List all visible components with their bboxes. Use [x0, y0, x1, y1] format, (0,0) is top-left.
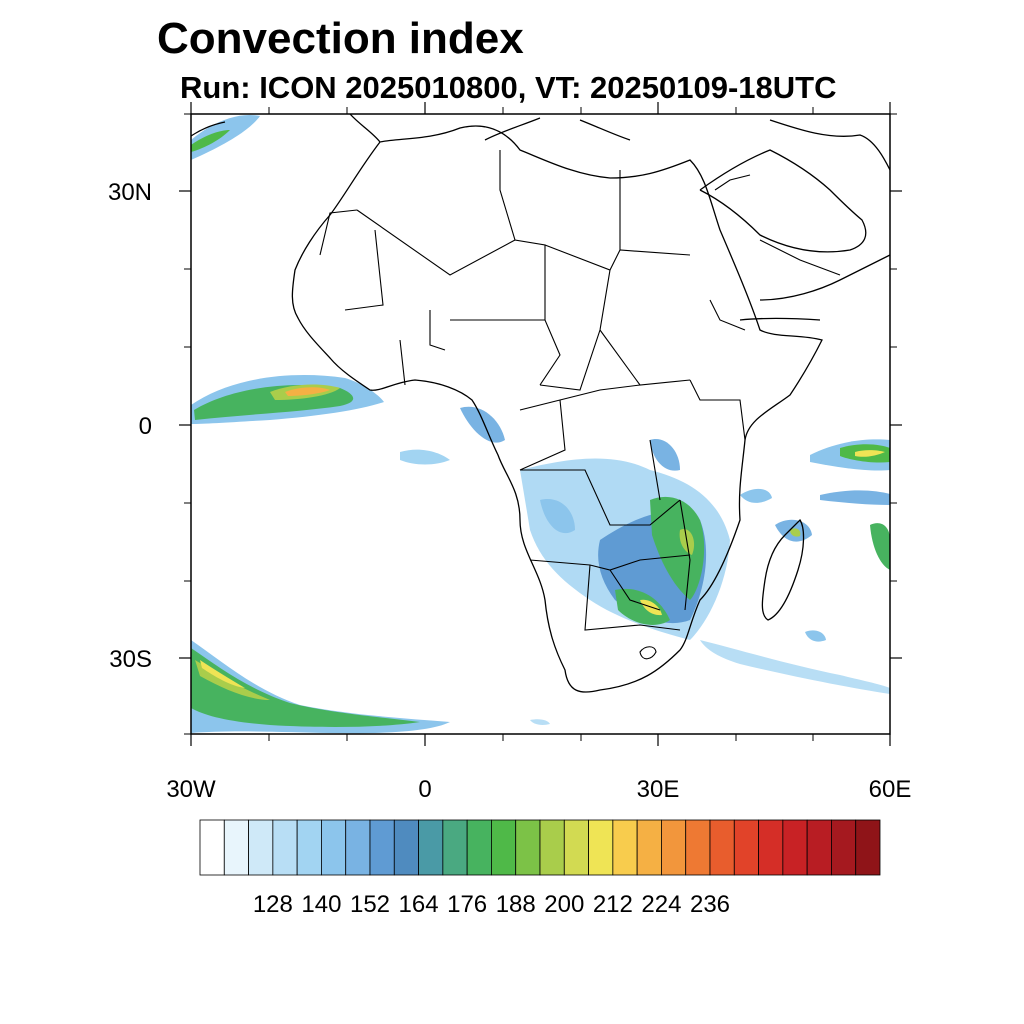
colorbar-tick-label: 212 [593, 891, 633, 918]
colorbar-box [393, 819, 419, 876]
convection-shading [191, 115, 890, 734]
colorbar-tick-label: 128 [253, 891, 293, 918]
lat-label-30n: 30N [108, 179, 152, 206]
colorbar-tick-label: 164 [399, 891, 439, 918]
chart-title: Convection index [157, 14, 524, 63]
colorbar-box [831, 819, 857, 876]
colorbar-box [345, 819, 371, 876]
colorbar-tick-label: 188 [496, 891, 536, 918]
map-frame [179, 102, 902, 746]
colorbar-box [442, 819, 468, 876]
colorbar-tick-label: 224 [641, 891, 681, 918]
colorbar-tick-label: 176 [447, 891, 487, 918]
map-area [191, 114, 890, 734]
lon-label-30e: 30E [637, 776, 680, 803]
colorbar-tick-label: 140 [301, 891, 341, 918]
colorbar-box [539, 819, 565, 876]
lon-label-60e: 60E [869, 776, 912, 803]
colorbar-box [709, 819, 735, 876]
lon-label-0: 0 [418, 776, 431, 803]
colorbar-box [806, 819, 832, 876]
colorbar-box [296, 819, 322, 876]
colorbar-box [636, 819, 662, 876]
colorbar-box [588, 819, 614, 876]
colorbar-box [855, 819, 881, 876]
lat-label-0: 0 [139, 413, 152, 440]
colorbar-box [782, 819, 808, 876]
colorbar [199, 819, 881, 876]
colorbar-box [685, 819, 711, 876]
lon-label-30w: 30W [166, 776, 216, 803]
colorbar-box [369, 819, 395, 876]
colorbar-box [466, 819, 492, 876]
colorbar-box [515, 819, 541, 876]
lat-label-30s: 30S [109, 646, 152, 673]
colorbar-tick-label: 200 [544, 891, 584, 918]
coastlines [191, 114, 890, 693]
colorbar-box [733, 819, 759, 876]
colorbar-box [248, 819, 274, 876]
colorbar-box [491, 819, 517, 876]
colorbar-box [563, 819, 589, 876]
chart-subtitle: Run: ICON 2025010800, VT: 20250109-18UTC [180, 70, 837, 105]
colorbar-box [199, 819, 225, 876]
colorbar-tick-label: 152 [350, 891, 390, 918]
country-borders [319, 150, 841, 660]
colorbar-box [758, 819, 784, 876]
colorbar-box [661, 819, 687, 876]
colorbar-box [223, 819, 249, 876]
colorbar-tick-label: 236 [690, 891, 730, 918]
colorbar-labels: 128 140 152 164 176 188 200 212 224 236 [253, 891, 730, 918]
colorbar-box [272, 819, 298, 876]
colorbar-box [418, 819, 444, 876]
colorbar-box [612, 819, 638, 876]
colorbar-box [321, 819, 347, 876]
